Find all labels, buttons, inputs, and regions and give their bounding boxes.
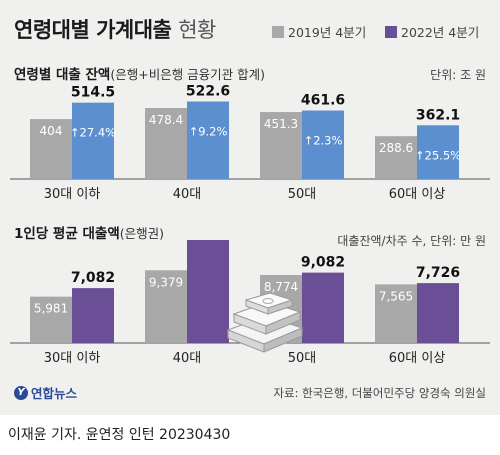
growth-label: ↑27.4%	[70, 126, 116, 140]
section2-title-paren: (은행권)	[119, 226, 164, 241]
bar-prev	[30, 296, 72, 343]
bar-curr	[302, 110, 344, 179]
data-label: 9,379	[149, 275, 183, 289]
bar-curr	[187, 240, 229, 343]
source-note: 자료: 한국은행, 더불어민주당 양경숙 의원실	[273, 386, 486, 400]
legend-swatch-2019	[272, 25, 284, 38]
growth-label: ↑25.5%	[415, 148, 461, 162]
category-label: 40대	[173, 351, 202, 366]
data-label: 7,082	[71, 270, 115, 286]
bar-curr	[417, 125, 459, 179]
bar-prev	[145, 108, 187, 179]
category-label: 30대 이하	[44, 351, 101, 366]
bar-prev	[145, 270, 187, 343]
category-label: 30대 이하	[44, 187, 101, 200]
category-label: 50대	[288, 187, 317, 200]
data-label: 404	[40, 124, 63, 138]
bar-prev	[375, 284, 417, 343]
category-label: 60대 이상	[389, 187, 446, 200]
data-label: 7,565	[379, 289, 413, 303]
growth-label: ↑9.2%	[189, 124, 228, 138]
data-label: 451.3	[264, 117, 298, 131]
legend-item-2019: 2019년 4분기	[272, 22, 366, 41]
bar-prev	[375, 136, 417, 179]
bar-curr	[302, 272, 344, 343]
data-label: 288.6	[379, 141, 413, 155]
section1-title: 연령별 대출 잔액(은행+비은행 금융기관 합계)	[14, 63, 265, 83]
logo-text: 연합뉴스	[31, 386, 78, 401]
data-label: 7,726	[416, 265, 460, 281]
section2-unit: 대출잔액/차주 수, 단위: 만 원	[337, 234, 486, 248]
data-label: 514.5	[71, 85, 115, 101]
data-label: 461.6	[301, 93, 345, 109]
title-sub: 현황	[178, 18, 216, 42]
section1-unit: 단위: 조 원	[430, 68, 486, 82]
data-label: 5,981	[34, 302, 68, 316]
section2-title-text: 1인당 평균 대출액	[14, 226, 120, 242]
bar-curr	[72, 288, 114, 343]
money-stack-icon	[226, 292, 304, 353]
logo-mark-icon: Y	[14, 385, 28, 400]
bar-curr	[417, 283, 459, 343]
data-label: 9,082	[301, 255, 345, 271]
category-label: 60대 이상	[389, 351, 446, 366]
bar-curr	[72, 102, 114, 179]
category-label: 40대	[173, 187, 202, 200]
growth-label: ↑2.3%	[304, 134, 343, 148]
data-label: 8,774	[264, 280, 298, 294]
bar-curr	[187, 101, 229, 179]
bar-prev	[30, 119, 72, 179]
legend-label-2022: 2022년 4분기	[401, 25, 480, 40]
data-label: 478.4	[149, 113, 183, 127]
category-label: 50대	[288, 351, 317, 366]
bar-prev	[260, 112, 302, 179]
section1-title-paren: (은행+비은행 금융기관 합계)	[110, 67, 266, 82]
section1-title-text: 연령별 대출 잔액	[14, 67, 111, 83]
legend-label-2019: 2019년 4분기	[288, 25, 367, 40]
legend-item-2022: 2022년 4분기	[385, 22, 479, 41]
data-label: 362.1	[416, 107, 460, 123]
title-main: 연령대별 가계대출	[14, 18, 172, 42]
legend-swatch-2022	[385, 25, 397, 38]
section2-title: 1인당 평균 대출액(은행권)	[14, 222, 164, 242]
data-label: 522.6	[186, 83, 230, 99]
yonhap-logo: Y 연합뉴스	[14, 383, 77, 402]
page-title: 연령대별 가계대출 현황	[14, 14, 216, 44]
byline-credit: 이재윤 기자. 윤연정 인턴 20230430	[8, 427, 231, 443]
